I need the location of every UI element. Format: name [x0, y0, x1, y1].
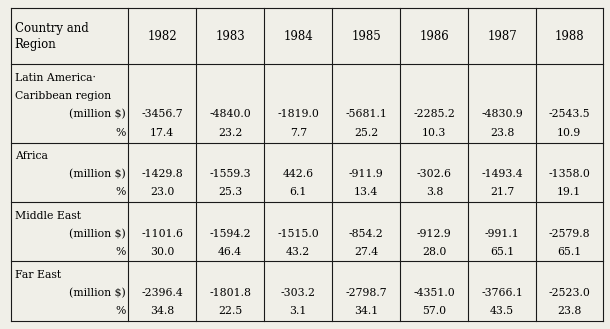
Text: 34.1: 34.1 — [354, 306, 378, 316]
Text: Latin America·: Latin America· — [15, 73, 96, 83]
Text: 28.0: 28.0 — [422, 247, 447, 257]
Text: 34.8: 34.8 — [150, 306, 174, 316]
Text: (million $): (million $) — [69, 288, 126, 298]
Text: -911.9: -911.9 — [349, 169, 384, 179]
Text: %: % — [115, 187, 126, 197]
Text: 1988: 1988 — [554, 30, 584, 42]
Text: 10.3: 10.3 — [422, 128, 447, 138]
Text: -303.2: -303.2 — [281, 288, 316, 298]
Text: 43.5: 43.5 — [490, 306, 514, 316]
Text: -1801.8: -1801.8 — [209, 288, 251, 298]
Text: 19.1: 19.1 — [557, 187, 581, 197]
Text: Africa: Africa — [15, 151, 48, 162]
Text: -3456.7: -3456.7 — [142, 110, 183, 119]
Text: Caribbean region: Caribbean region — [15, 91, 111, 101]
Text: -2798.7: -2798.7 — [345, 288, 387, 298]
Text: 13.4: 13.4 — [354, 187, 378, 197]
Text: 27.4: 27.4 — [354, 247, 378, 257]
Text: -5681.1: -5681.1 — [345, 110, 387, 119]
Text: -1515.0: -1515.0 — [278, 229, 319, 239]
Text: -3766.1: -3766.1 — [481, 288, 523, 298]
Text: 442.6: 442.6 — [282, 169, 314, 179]
Text: Country and
Region: Country and Region — [15, 22, 88, 51]
Text: 23.8: 23.8 — [490, 128, 514, 138]
Text: 1986: 1986 — [420, 30, 449, 42]
Text: Far East: Far East — [15, 270, 61, 280]
Text: -2543.5: -2543.5 — [548, 110, 590, 119]
Text: 1985: 1985 — [351, 30, 381, 42]
Text: 1984: 1984 — [284, 30, 313, 42]
Text: 1982: 1982 — [148, 30, 177, 42]
Text: -1819.0: -1819.0 — [278, 110, 319, 119]
Text: 1983: 1983 — [215, 30, 245, 42]
Text: -854.2: -854.2 — [349, 229, 384, 239]
Text: -4351.0: -4351.0 — [414, 288, 455, 298]
Text: -1594.2: -1594.2 — [209, 229, 251, 239]
Text: %: % — [115, 247, 126, 257]
Text: %: % — [115, 128, 126, 138]
Text: 10.9: 10.9 — [557, 128, 581, 138]
Text: Middle East: Middle East — [15, 211, 81, 221]
Text: -302.6: -302.6 — [417, 169, 452, 179]
Text: 23.8: 23.8 — [557, 306, 581, 316]
Text: 25.2: 25.2 — [354, 128, 378, 138]
Text: -2523.0: -2523.0 — [548, 288, 590, 298]
Text: 65.1: 65.1 — [490, 247, 514, 257]
Text: 65.1: 65.1 — [557, 247, 581, 257]
Text: -4830.9: -4830.9 — [481, 110, 523, 119]
Text: -2579.8: -2579.8 — [548, 229, 590, 239]
Text: 57.0: 57.0 — [422, 306, 447, 316]
Text: 17.4: 17.4 — [150, 128, 174, 138]
Text: (million $): (million $) — [69, 229, 126, 239]
Text: 25.3: 25.3 — [218, 187, 242, 197]
Text: -1358.0: -1358.0 — [548, 169, 590, 179]
Text: 46.4: 46.4 — [218, 247, 242, 257]
Text: 30.0: 30.0 — [150, 247, 174, 257]
Text: -1559.3: -1559.3 — [209, 169, 251, 179]
Text: (million $): (million $) — [69, 169, 126, 180]
Text: -1429.8: -1429.8 — [142, 169, 183, 179]
Text: (million $): (million $) — [69, 109, 126, 120]
Text: 1987: 1987 — [487, 30, 517, 42]
Text: 7.7: 7.7 — [290, 128, 307, 138]
Text: 21.7: 21.7 — [490, 187, 514, 197]
Text: 43.2: 43.2 — [286, 247, 310, 257]
Text: -912.9: -912.9 — [417, 229, 452, 239]
Text: -991.1: -991.1 — [485, 229, 520, 239]
Text: -1101.6: -1101.6 — [141, 229, 183, 239]
Text: 3.8: 3.8 — [426, 187, 443, 197]
Text: -4840.0: -4840.0 — [209, 110, 251, 119]
Text: 23.0: 23.0 — [150, 187, 174, 197]
Text: -1493.4: -1493.4 — [481, 169, 523, 179]
Text: 22.5: 22.5 — [218, 306, 242, 316]
Text: -2285.2: -2285.2 — [414, 110, 455, 119]
Text: 3.1: 3.1 — [290, 306, 307, 316]
Text: %: % — [115, 306, 126, 316]
Text: 23.2: 23.2 — [218, 128, 242, 138]
Text: -2396.4: -2396.4 — [142, 288, 183, 298]
Text: 6.1: 6.1 — [290, 187, 307, 197]
